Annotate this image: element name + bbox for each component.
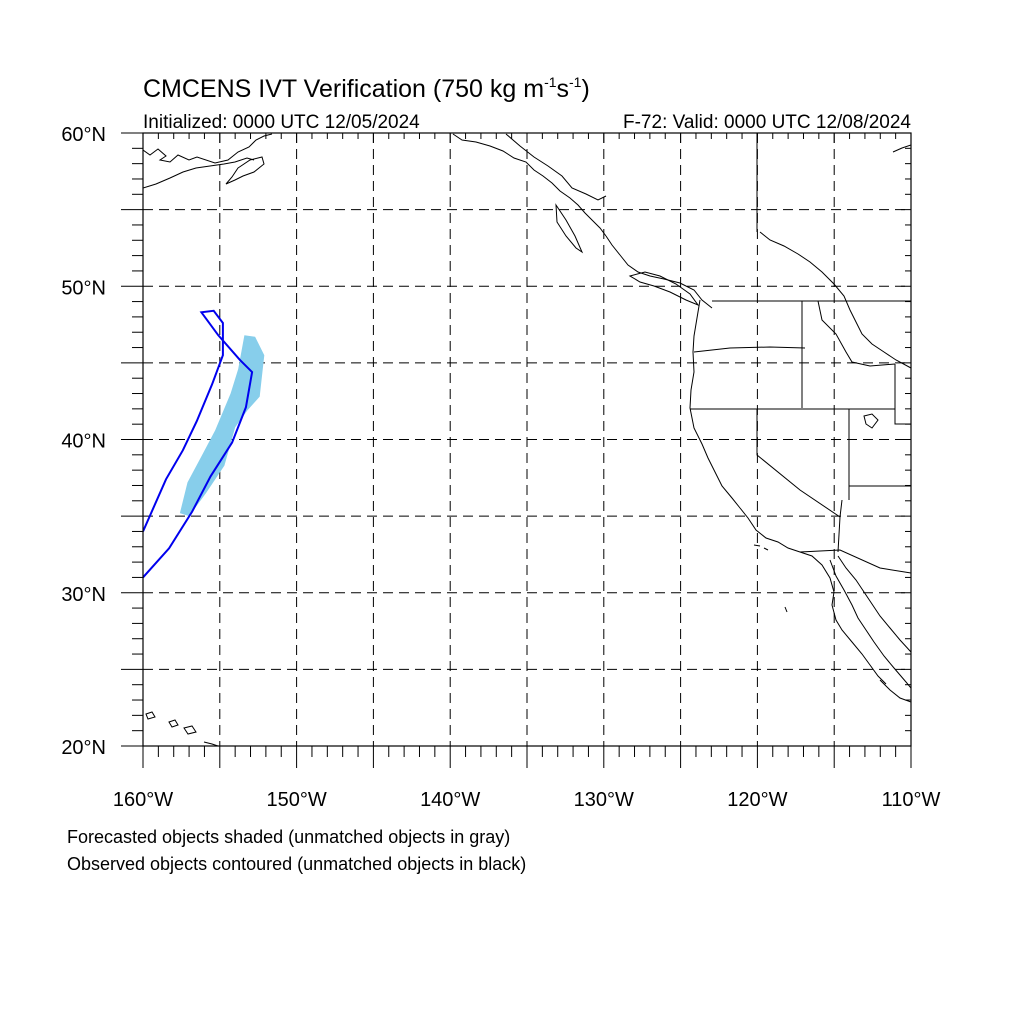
graticule xyxy=(143,133,911,746)
wyoming-border xyxy=(894,364,911,425)
lat-label: 60°N xyxy=(61,124,106,146)
arizona-border xyxy=(837,499,843,553)
axis-ticks xyxy=(121,132,912,768)
title-exponent-2: -1 xyxy=(569,74,582,90)
observed-object-contour xyxy=(143,309,254,579)
vancouver-island xyxy=(628,271,700,307)
map-title: CMCENS IVT Verification (750 kg m-1s-1) xyxy=(143,74,590,103)
latitude-labels: 60°N 50°N 40°N 30°N 20°N xyxy=(61,124,106,759)
title-close: ) xyxy=(581,75,589,103)
alaska-panhandle-border xyxy=(505,133,607,201)
hudson-bay-edge xyxy=(892,144,911,153)
bc-coast xyxy=(605,235,713,309)
montana-idaho-border xyxy=(817,300,896,367)
lon-label: 140°W xyxy=(420,789,480,811)
forecast-object xyxy=(179,335,265,517)
coastlines xyxy=(143,133,911,746)
california-nevada-border xyxy=(756,409,841,518)
mexico-mainland-coast xyxy=(879,679,911,703)
hawaii-3 xyxy=(183,725,197,735)
lat-label: 40°N xyxy=(61,431,106,453)
lon-label: 130°W xyxy=(574,789,634,811)
init-time: Initialized: 0000 UTC 12/05/2024 xyxy=(143,112,420,133)
baja-peninsula xyxy=(829,559,911,689)
us-west-coast xyxy=(689,299,887,685)
plot-frame xyxy=(142,132,912,747)
lon-label: 150°W xyxy=(266,789,326,811)
haida-gwaii xyxy=(555,203,584,254)
title-main: CMCENS IVT Verification (750 kg m xyxy=(143,75,544,103)
lat-label: 20°N xyxy=(61,737,106,759)
title-exponent-1: -1 xyxy=(544,74,557,90)
footnote-observed: Observed objects contoured (unmatched ob… xyxy=(67,854,526,874)
lon-label: 110°W xyxy=(882,789,941,811)
kodiak-island xyxy=(225,156,265,185)
lon-label: 120°W xyxy=(727,789,787,811)
lon-label: 160°W xyxy=(113,789,173,811)
channel-island-1 xyxy=(753,544,761,547)
alaska-coast xyxy=(143,133,273,164)
political-borders xyxy=(690,133,911,574)
washington-oregon-border xyxy=(693,346,806,353)
title-mid: s xyxy=(557,75,570,103)
us-mexico-border xyxy=(799,549,911,574)
valid-time: F-72: Valid: 0000 UTC 12/08/2024 xyxy=(623,112,911,133)
north-canada-coast xyxy=(759,231,911,369)
channel-island-2 xyxy=(763,547,769,551)
alaska-peninsula xyxy=(143,157,255,189)
hawaii-2 xyxy=(168,719,179,728)
hawaii-1 xyxy=(145,711,156,720)
lat-label: 50°N xyxy=(61,277,106,299)
footnote-forecast: Forecasted objects shaded (unmatched obj… xyxy=(67,827,510,847)
gulf-of-california xyxy=(837,555,911,653)
longitude-labels: 160°W 150°W 140°W 130°W 120°W 110°W xyxy=(113,789,941,811)
hawaii-4 xyxy=(203,741,219,746)
guadalupe-island xyxy=(784,606,788,613)
southeast-alaska xyxy=(452,133,607,237)
great-salt-lake xyxy=(863,413,879,429)
lat-label: 30°N xyxy=(61,584,106,606)
